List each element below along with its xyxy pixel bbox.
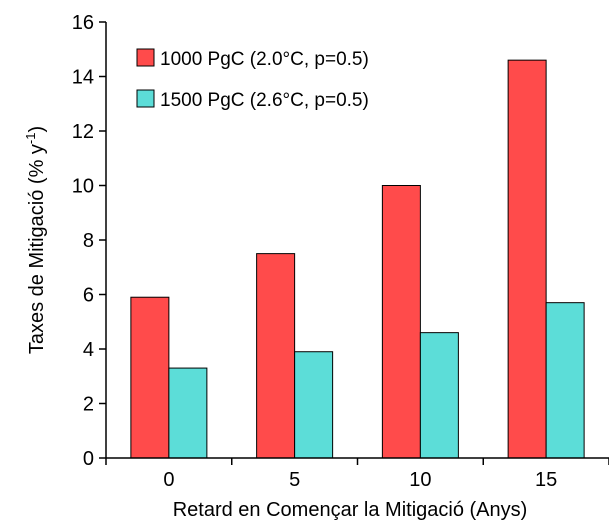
x-tick-label: 10 [409,469,431,491]
legend-label-series-1: 1000 PgC (2.0°C, p=0.5) [160,49,369,70]
legend: 1000 PgC (2.0°C, p=0.5) 1500 PgC (2.6°C,… [136,48,369,111]
y-tick-label: 10 [72,176,94,198]
y-tick-label: 12 [72,121,94,143]
x-tick-label: 15 [535,469,557,491]
y-axis-title-tail: ) [26,126,48,133]
bar-series-1-0 [130,296,170,459]
legend-swatch-series-1 [136,48,155,67]
y-tick-label: 8 [83,230,94,252]
x-tick-label: 5 [289,469,300,491]
x-tick-label: 0 [163,469,174,491]
y-tick-label: 14 [72,67,94,89]
legend-label-series-2: 1500 PgC (2.6°C, p=0.5) [160,90,369,111]
legend-swatch-series-2 [136,89,155,108]
y-tick-label: 4 [83,339,94,361]
bars-group [130,59,585,459]
y-axis-title-main: Taxes de Mitigació (% y [26,144,48,354]
y-axis-title: Taxes de Mitigació (% y-1) [23,126,48,354]
bar-series-1-5 [256,253,296,459]
y-tick-label: 6 [83,285,94,307]
y-ticks-group: 0 2 4 6 8 10 12 14 16 [72,12,106,470]
bar-series-2-0 [168,367,208,459]
y-tick-label: 0 [83,448,94,470]
y-tick-label: 16 [72,12,94,34]
bar-series-2-15 [545,302,585,459]
bar-series-2-10 [419,332,459,459]
x-axis-title: Retard en Començar la Mitigació (Anys) [173,499,528,521]
y-tick-label: 2 [83,394,94,416]
bar-series-1-15 [507,59,547,459]
x-ticks-group: 0 5 10 15 [105,458,609,491]
bar-series-2-5 [294,351,334,459]
y-axis-title-sup: -1 [23,133,38,145]
bar-series-1-10 [381,185,421,459]
